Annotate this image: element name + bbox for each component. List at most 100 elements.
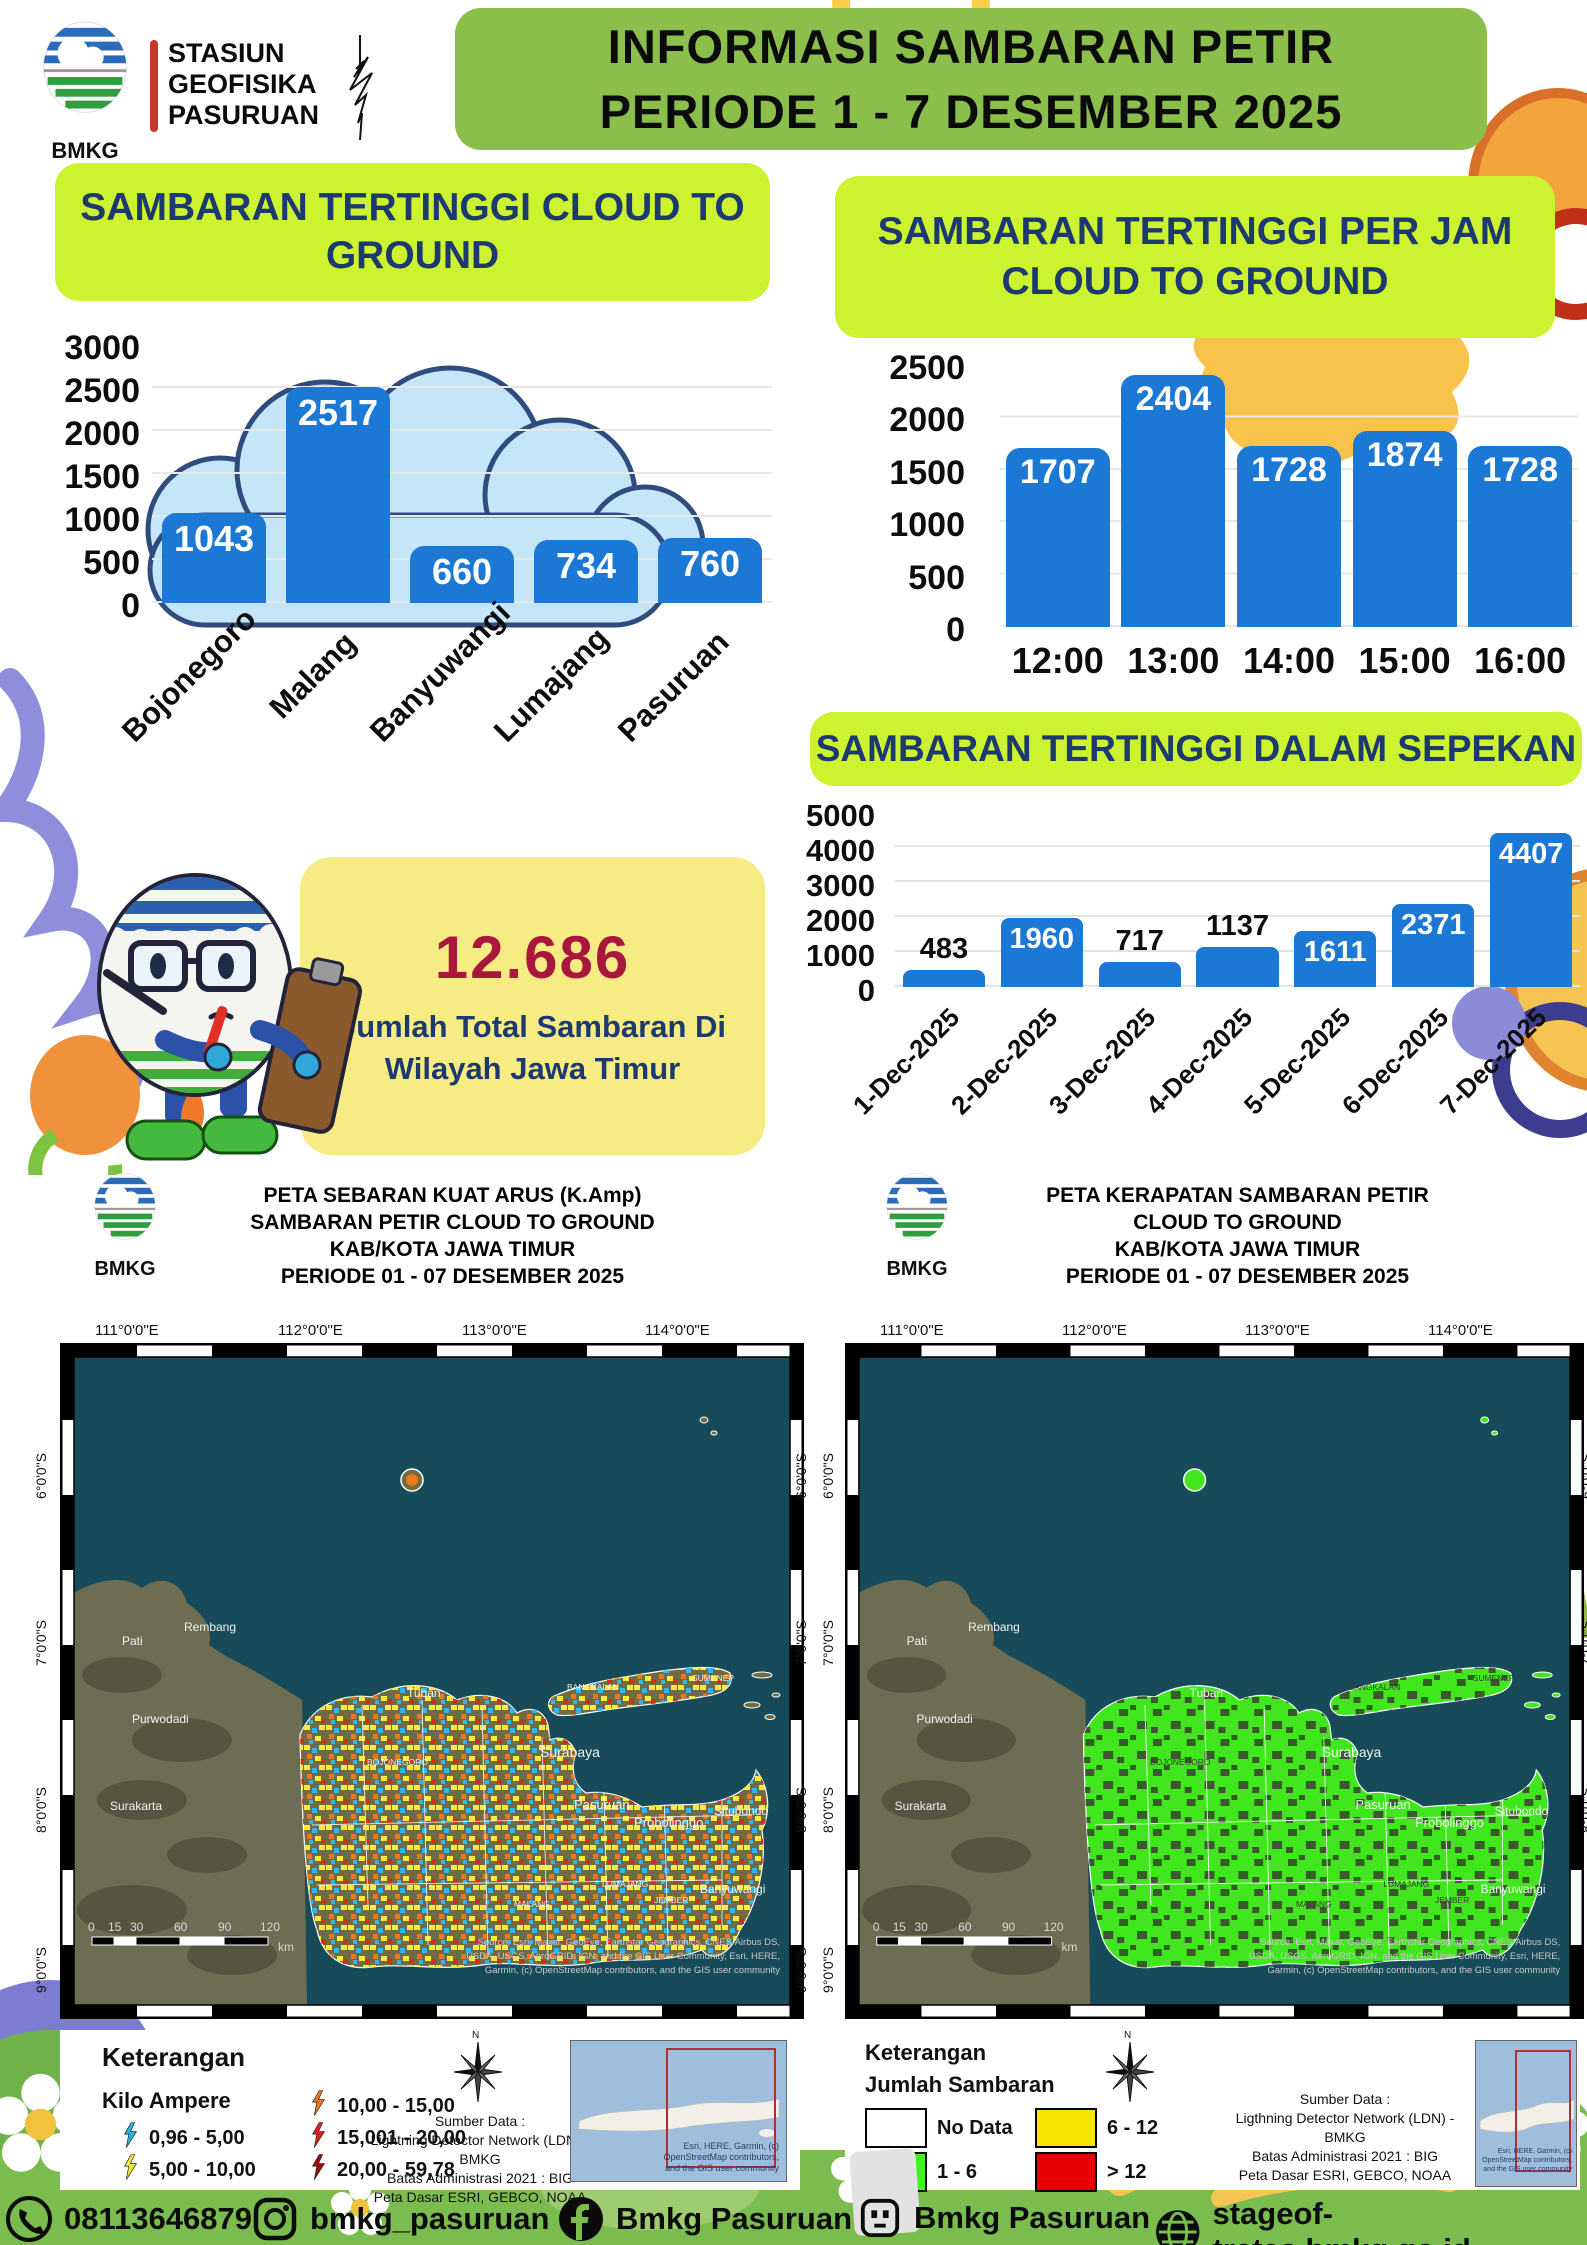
whatsapp-icon (6, 2196, 52, 2242)
left-map-canvas: Pati Rembang Purwodadi Surakarta Tuban S… (61, 1344, 803, 2018)
svg-text:60: 60 (958, 1920, 972, 1934)
contact-whatsapp[interactable]: 08113646879 (6, 2196, 252, 2242)
bar-15: 1874 (1352, 430, 1457, 627)
chart1-plot: 1043 2517 660 734 760 (152, 345, 772, 603)
map-place-label: Pati (122, 1634, 143, 1648)
map-district-label: LUMAJANG (602, 1879, 648, 1889)
svg-text:120: 120 (260, 1920, 280, 1934)
y-tick: 0 (857, 973, 875, 1008)
map-place-label: Purwodadi (132, 1712, 189, 1726)
legend-swatch (1035, 2152, 1097, 2192)
chart1-title-line: SAMBARAN TERTINGGI CLOUD TO (80, 186, 745, 229)
bar-16: 1728 (1468, 445, 1573, 627)
bar-14: 1728 (1236, 445, 1341, 627)
legend-subheading: Kilo Ampere (102, 2088, 231, 2113)
left-map: Pati Rembang Purwodadi Surakarta Tuban S… (60, 1343, 804, 2019)
page-title-line1: INFORMASI SAMBARAN PETIR (607, 20, 1335, 73)
chart2-title: SAMBARAN TERTINGGI PER JAM CLOUD TO GROU… (835, 176, 1555, 338)
y-tick: 5000 (806, 798, 875, 833)
page-title-line2: PERIODE 1 - 7 DESEMBER 2025 (599, 85, 1343, 138)
legend-item: 5,00 - 10,00 (122, 2154, 256, 2186)
right-legend-panel: Keterangan Jumlah Sambaran No Data 1 - 6… (845, 2030, 1580, 2192)
right-map: Pati Rembang Purwodadi Surakarta Tuban S… (845, 1343, 1584, 2019)
right-map-canvas: Pati Rembang Purwodadi Surakarta Tuban S… (846, 1344, 1583, 2018)
y-tick: 1000 (806, 938, 875, 973)
total-panel: 12.686 Jumlah Total Sambaran Di Wilayah … (300, 857, 765, 1155)
x-label: 12:00 (1011, 640, 1104, 681)
lon-tick: 111°0'0"E (880, 1322, 944, 1339)
map-district-label: MALANG (1296, 1899, 1332, 1909)
legend-item: No Data (865, 2108, 1013, 2148)
total-caption: Jumlah Total Sambaran Di Wilayah Jawa Ti… (339, 1006, 726, 1090)
bar-4dec: 1137 (1196, 910, 1279, 987)
svg-text:USDA, USGS, AeroGRID, IGN, and: USDA, USGS, AeroGRID, IGN, and the GIS U… (466, 1951, 780, 1962)
map-place-label: Probolinggo (634, 1815, 703, 1830)
bar-6dec: 2371 (1392, 904, 1475, 987)
bar-value: 1874 (1366, 435, 1443, 474)
map-title-line: PETA KERAPATAN SAMBARAN PETIR (1046, 1184, 1429, 1207)
svg-text:km: km (1062, 1940, 1078, 1954)
total-value: 12.686 (434, 923, 631, 991)
y-tick: 1000 (889, 506, 965, 544)
instagram-icon (253, 2197, 297, 2241)
map-district-label: JEMBER (1435, 1895, 1469, 1905)
scale-bar: 0 15 30 60 90 120 km (88, 1920, 294, 1954)
legend-item: 15,001 - 20,00 (310, 2122, 466, 2154)
decor-periwinkle-circle (1452, 986, 1526, 1060)
lat-tick: 6°0'0"S (792, 1453, 809, 1499)
lon-tick: 112°0'0"E (278, 1322, 343, 1339)
bar-value: 660 (431, 551, 493, 593)
right-map-title: PETA KERAPATAN SAMBARAN PETIR CLOUD TO G… (965, 1182, 1510, 1290)
x-label: 16:00 (1474, 640, 1567, 681)
bolt-icon (122, 2154, 139, 2186)
map-place-label: Pati (907, 1634, 928, 1648)
y-tick: 3000 (806, 868, 875, 903)
legend-swatch (865, 2108, 927, 2148)
bar-value: 1960 (1009, 923, 1075, 956)
map-place-label: Situbondo (714, 1804, 768, 1818)
map-district-label: BANGKALAN (567, 1682, 619, 1692)
y-tick: 500 (908, 559, 965, 597)
bar-value: 2404 (1135, 380, 1212, 419)
bar-lumajang: 734 (533, 539, 639, 603)
svg-text:and the GIS user community: and the GIS user community (665, 2163, 780, 2173)
chart3-title: SAMBARAN TERTINGGI DALAM SEPEKAN (810, 712, 1582, 786)
lat-tick: 6°0'0"S (819, 1453, 836, 1499)
contact-label: Bmkg Pasuruan (914, 2200, 1151, 2235)
bar-2dec: 1960 (1000, 918, 1083, 987)
legend-item: 0,96 - 5,00 (122, 2122, 245, 2154)
svg-text:0: 0 (88, 1920, 95, 1934)
x-label: 14:00 (1242, 640, 1336, 681)
map-place-label: Probolinggo (1415, 1815, 1484, 1830)
bar-value: 734 (555, 544, 617, 586)
legend-heading: Keterangan (865, 2040, 987, 2065)
contact-facebook[interactable]: Bmkg Pasuruan (558, 2196, 852, 2242)
map-place-label: Pasuruan (1356, 1797, 1411, 1812)
bar-value: 717 (1115, 924, 1164, 957)
y-tick: 1500 (889, 454, 965, 492)
y-tick: 2500 (64, 372, 140, 410)
contact-website[interactable]: stageof-tretes.bmkg.go.id (1155, 2196, 1587, 2245)
seismogram-icon (349, 35, 373, 140)
contact-instagram[interactable]: bmkg_pasuruan (252, 2196, 549, 2242)
facebook-icon (559, 2197, 603, 2241)
station-name: STASIUN GEOFISIKA PASURUAN (168, 38, 319, 131)
legend-item: 20,00 - 59,78 (310, 2154, 455, 2186)
map-place-label: Rembang (968, 1620, 1020, 1634)
legend-item: > 12 (1035, 2152, 1146, 2192)
chart2-plot: 1707 2404 1728 1874 1728 (1000, 365, 1578, 627)
svg-text:15: 15 (108, 1920, 122, 1934)
left-map-title: PETA SEBARAN KUAT ARUS (K.Amp) SAMBARAN … (180, 1182, 725, 1290)
bar-value: 2517 (297, 391, 379, 433)
globe-icon (1155, 2210, 1200, 2245)
bolt-icon (122, 2122, 139, 2154)
contact-social[interactable]: Bmkg Pasuruan (858, 2196, 1150, 2240)
svg-text:120: 120 (1044, 1920, 1064, 1934)
bar-value: 1043 (173, 518, 255, 560)
left-legend-panel: Keterangan Kilo Ampere 0,96 - 5,00 5,00 … (60, 2030, 800, 2205)
svg-text:OpenStreetMap contributors,: OpenStreetMap contributors, (663, 2152, 779, 2162)
compass-n: N (472, 2030, 480, 2041)
bolt-icon (310, 2154, 327, 2186)
lat-tick: 8°0'0"S (1577, 1787, 1587, 1833)
